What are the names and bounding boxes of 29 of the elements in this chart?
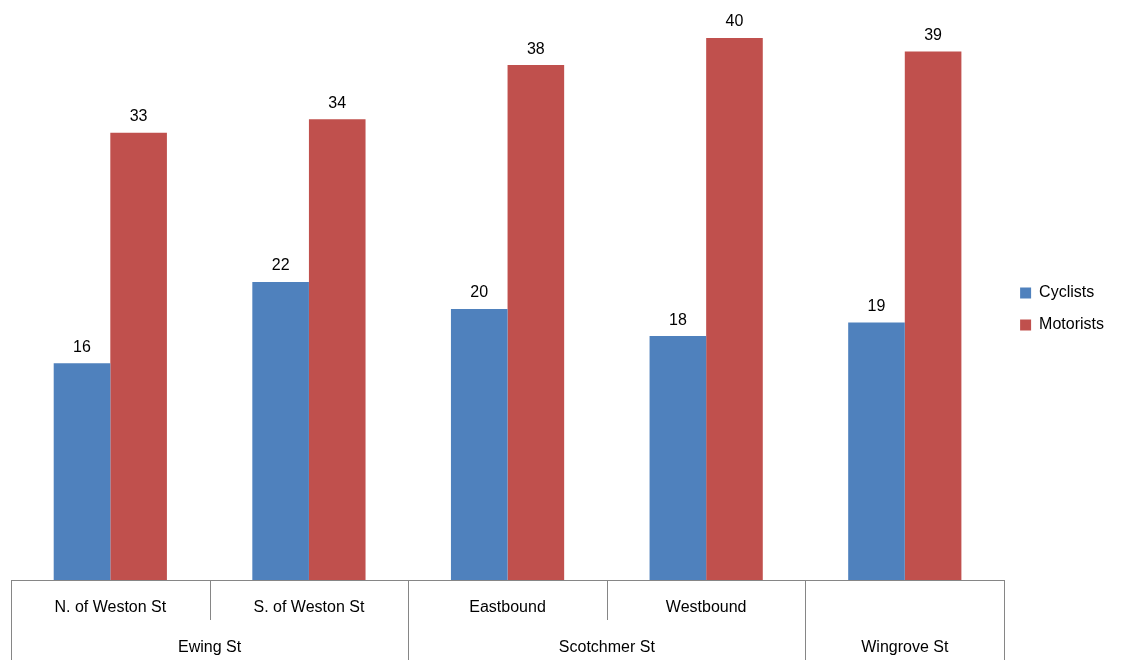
x-tick-label: N. of Weston St xyxy=(54,598,167,616)
data-label: 34 xyxy=(328,93,347,111)
data-label: 18 xyxy=(668,310,687,328)
data-label: 38 xyxy=(526,39,545,57)
data-label: 20 xyxy=(470,283,489,301)
data-label: 39 xyxy=(924,25,943,43)
bar xyxy=(450,309,508,580)
x-tick-label: Eastbound xyxy=(469,598,546,616)
data-label: 19 xyxy=(867,296,886,314)
text: Ewing St xyxy=(178,638,242,656)
legend-label: Motorists xyxy=(1039,315,1105,333)
bar xyxy=(904,51,962,580)
bar xyxy=(649,336,707,580)
data-label: 40 xyxy=(725,12,744,30)
x-tick-label: S. of Weston St xyxy=(253,598,365,616)
text: Scotchmer St xyxy=(558,638,656,656)
bar xyxy=(53,363,111,580)
text: Wingrove St xyxy=(861,638,949,656)
x-tick-label: Westbound xyxy=(665,598,747,616)
bar xyxy=(308,119,366,580)
data-label: 16 xyxy=(73,337,92,355)
bar xyxy=(848,322,905,580)
bar xyxy=(252,281,309,580)
data-label: 22 xyxy=(271,256,290,274)
bar xyxy=(110,132,167,580)
data-label: 33 xyxy=(129,107,148,125)
bar xyxy=(507,65,565,580)
legend-label: Cyclists xyxy=(1039,283,1095,301)
bar xyxy=(706,38,763,580)
